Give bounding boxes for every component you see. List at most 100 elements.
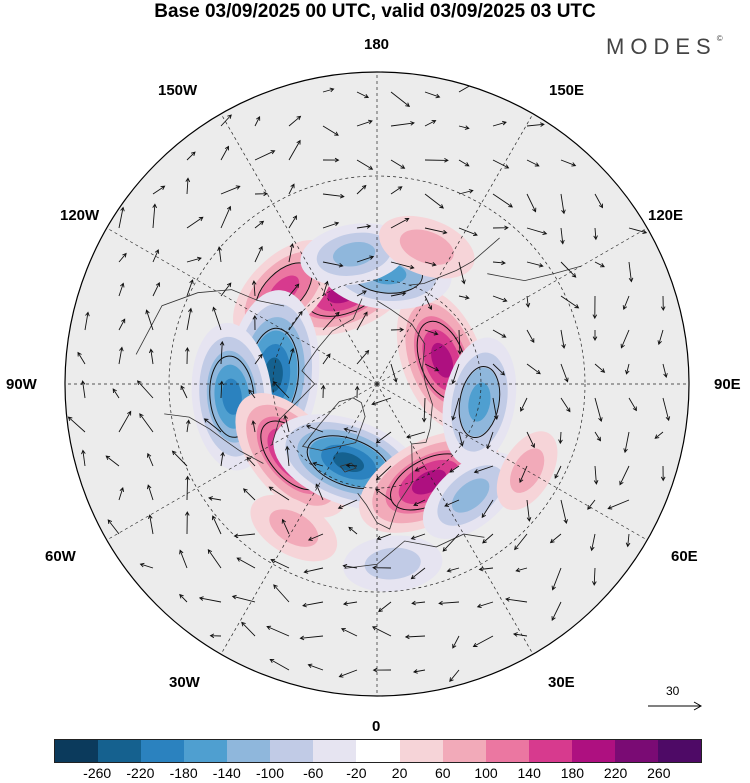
wind-arrow [424, 363, 440, 372]
wind-arrow [390, 261, 415, 270]
anomaly-field [191, 215, 558, 592]
meridian-line [376, 113, 534, 385]
wind-arrow [80, 380, 86, 399]
wind-arrow [554, 465, 562, 479]
colorbar-swatch [141, 740, 185, 762]
anomaly-contour [509, 448, 545, 493]
wind-arrow [482, 533, 494, 544]
wind-arrow [594, 193, 603, 209]
wind-arrow [594, 363, 606, 373]
wind-arrow [118, 282, 125, 297]
wind-arrow [248, 389, 256, 399]
wind-arrow [152, 185, 166, 195]
wind-arrow [312, 461, 324, 467]
colorbar-swatch [442, 740, 486, 762]
wind-arrow [478, 566, 494, 572]
wind-arrow [356, 184, 367, 195]
lon-label-60w: 60W [45, 548, 76, 565]
wind-arrow [307, 663, 324, 671]
wind-arrow [592, 295, 598, 320]
wind-arrow [451, 397, 460, 421]
wind-arrow [424, 295, 433, 311]
colorbar-swatch [313, 740, 357, 762]
colorbar-tick-label: -260 [83, 765, 112, 781]
wind-arrow [139, 562, 154, 569]
coastline-segment [164, 413, 264, 464]
wind-arrow [628, 227, 648, 235]
coastline-segment [487, 265, 582, 282]
wind-arrow [551, 601, 562, 621]
wind-arrow [322, 125, 339, 136]
wind-arrow [356, 311, 368, 331]
wind-arrow [320, 384, 326, 399]
wind-arrow [371, 626, 392, 637]
wind-arrow [424, 261, 437, 267]
wind-arrow [458, 295, 470, 300]
wind-arrow [526, 122, 545, 127]
wind-arrow [657, 329, 664, 346]
wind-arrow [515, 567, 528, 573]
wind-arrow [281, 518, 290, 535]
wind-arrow [185, 419, 191, 433]
wind-arrow [593, 465, 599, 485]
brand-logo: MODES© [606, 34, 723, 60]
wind-arrow [551, 567, 562, 591]
coastline-segment [271, 298, 363, 445]
wind-arrow [179, 549, 188, 569]
wind-arrow [84, 311, 90, 331]
wind-arrow [338, 669, 358, 678]
wind-arrow [354, 385, 360, 399]
wind-arrow [356, 119, 373, 127]
map-boundary [64, 71, 690, 697]
reference-vector-label: 30 [666, 684, 680, 698]
wind-arrow [591, 567, 597, 586]
wind-arrow [179, 593, 188, 603]
wind-arrow [492, 120, 507, 127]
wind-arrow [209, 633, 222, 639]
wind-arrow [337, 499, 358, 510]
wind-arrow [458, 159, 470, 167]
wind-arrow [514, 533, 528, 551]
wind-arrow [342, 563, 358, 569]
wind-arrow [390, 327, 405, 332]
wind-arrow [186, 279, 194, 297]
wind-arrow [375, 431, 392, 444]
wind-arrow [307, 533, 324, 541]
wind-arrow [526, 227, 548, 236]
wind-arrow [560, 261, 577, 278]
wind-arrow [254, 191, 268, 197]
colorbar-swatch [485, 740, 529, 762]
wind-arrow [112, 388, 120, 399]
wind-arrow [118, 410, 132, 433]
wind-arrow [322, 221, 340, 229]
wind-arrow [424, 227, 448, 235]
wind-arrow [390, 91, 411, 107]
wind-arrow [251, 420, 256, 433]
wind-arrow [519, 465, 528, 484]
wind-arrow [512, 632, 528, 637]
wind-arrow [375, 465, 392, 481]
wind-arrow [473, 465, 494, 474]
wind-arrow [449, 669, 460, 683]
anomaly-contour [364, 547, 421, 580]
wind-arrow [492, 363, 506, 376]
wind-arrow [594, 397, 603, 422]
wind-arrow [288, 347, 295, 365]
wind-arrow [424, 329, 439, 336]
colorbar-tick-label: 260 [647, 765, 671, 781]
wind-arrow [145, 309, 154, 331]
wind-arrow [560, 329, 566, 349]
wind-arrow [340, 627, 358, 637]
wind-arrow [451, 363, 460, 385]
wind-arrow [492, 260, 506, 266]
wind-arrow [322, 280, 329, 297]
wind-arrow [288, 183, 295, 195]
colorbar-tick-label: 100 [474, 765, 498, 781]
colorbar-swatch [270, 740, 314, 762]
wind-arrow [411, 600, 426, 606]
wind-arrow [526, 329, 535, 344]
wind-arrow [492, 225, 509, 231]
colorbar-tick-label: 60 [435, 765, 451, 781]
colorbar-tick-label: -100 [255, 765, 285, 781]
